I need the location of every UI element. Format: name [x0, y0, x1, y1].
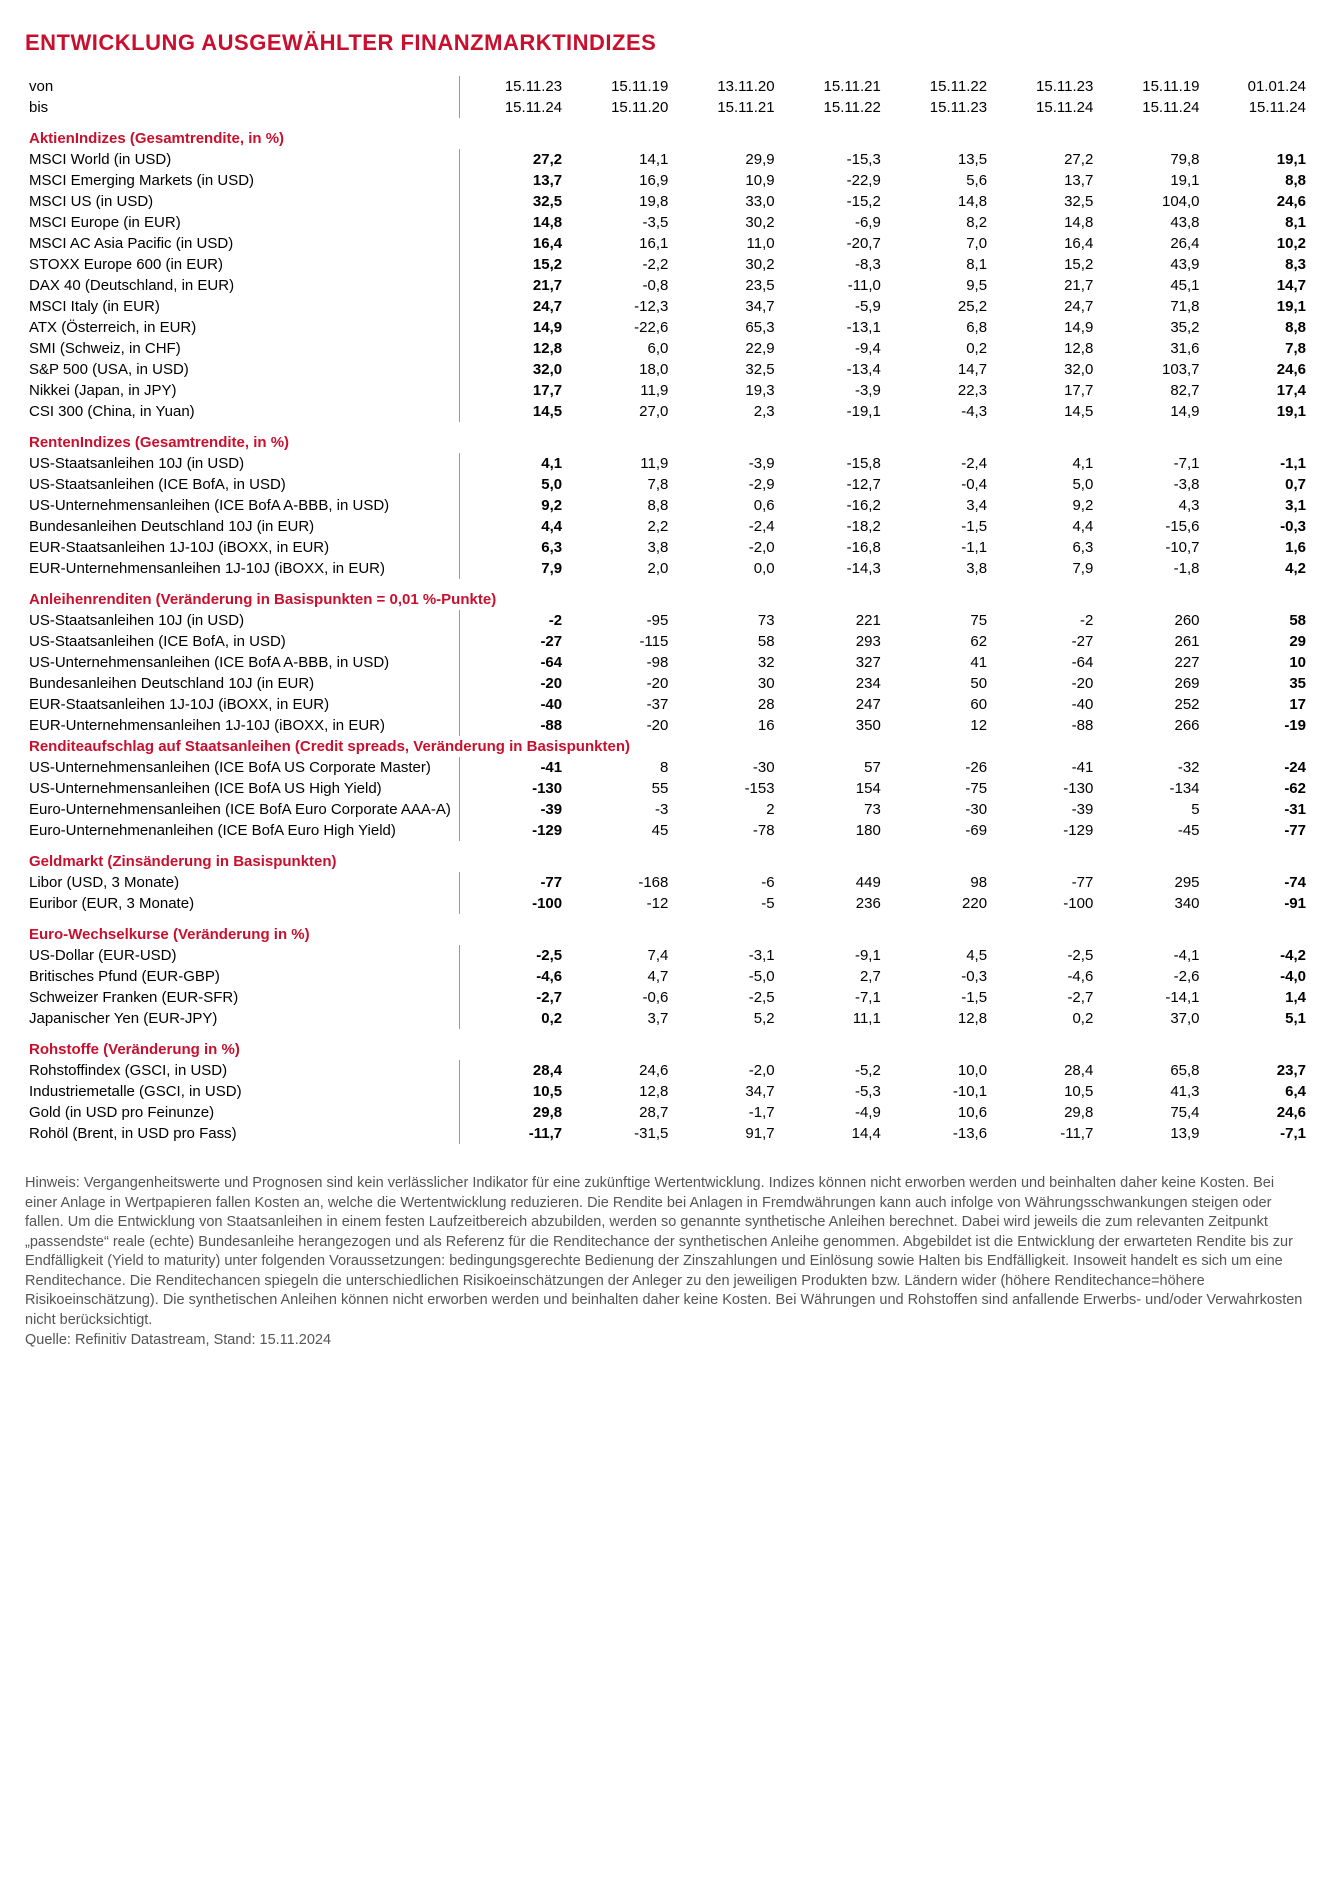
table-row: MSCI World (in USD)27,214,129,9-15,313,5…	[25, 149, 1310, 170]
table-row: STOXX Europe 600 (in EUR)15,2-2,230,2-8,…	[25, 254, 1310, 275]
footnote-block: Hinweis: Vergangenheitswerte und Prognos…	[25, 1174, 1310, 1350]
table-row: US-Staatsanleihen (ICE BofA, in USD)5,07…	[25, 474, 1310, 495]
table-row: EUR-Unternehmensanleihen 1J-10J (iBOXX, …	[25, 558, 1310, 579]
table-row: CSI 300 (China, in Yuan)14,527,02,3-19,1…	[25, 401, 1310, 422]
finance-table: von15.11.2315.11.1913.11.2015.11.2115.11…	[25, 76, 1310, 1144]
table-row: Euro-Unternehmensanleihen (ICE BofA Euro…	[25, 799, 1310, 820]
table-row: Industriemetalle (GSCI, in USD)10,512,83…	[25, 1081, 1310, 1102]
section-header: Rohstoffe (Veränderung in %)	[25, 1029, 1310, 1060]
section-header: Euro-Wechselkurse (Veränderung in %)	[25, 914, 1310, 945]
section-header: RentenIndizes (Gesamtrendite, in %)	[25, 422, 1310, 453]
table-row: US-Dollar (EUR-USD)-2,57,4-3,1-9,14,5-2,…	[25, 945, 1310, 966]
source-text: Quelle: Refinitiv Datastream, Stand: 15.…	[25, 1332, 331, 1348]
table-row: US-Staatsanleihen 10J (in USD)4,111,9-3,…	[25, 453, 1310, 474]
section-header: AktienIndizes (Gesamtrendite, in %)	[25, 118, 1310, 149]
table-row: MSCI US (in USD)32,519,833,0-15,214,832,…	[25, 191, 1310, 212]
table-row: Libor (USD, 3 Monate)-77-168-644998-7729…	[25, 872, 1310, 893]
table-row: EUR-Staatsanleihen 1J-10J (iBOXX, in EUR…	[25, 694, 1310, 715]
table-row: Bundesanleihen Deutschland 10J (in EUR)-…	[25, 673, 1310, 694]
table-row: Britisches Pfund (EUR-GBP)-4,64,7-5,02,7…	[25, 966, 1310, 987]
table-row: EUR-Unternehmensanleihen 1J-10J (iBOXX, …	[25, 715, 1310, 736]
table-row: Gold (in USD pro Feinunze)29,828,7-1,7-4…	[25, 1102, 1310, 1123]
table-row: Bundesanleihen Deutschland 10J (in EUR)4…	[25, 516, 1310, 537]
table-row: Rohstoffindex (GSCI, in USD)28,424,6-2,0…	[25, 1060, 1310, 1081]
table-row: US-Unternehmensanleihen (ICE BofA US Cor…	[25, 757, 1310, 778]
table-row: MSCI AC Asia Pacific (in USD)16,416,111,…	[25, 233, 1310, 254]
table-row: Schweizer Franken (EUR-SFR)-2,7-0,6-2,5-…	[25, 987, 1310, 1008]
page-title: ENTWICKLUNG AUSGEWÄHLTER FINANZMARKTINDI…	[25, 30, 1310, 56]
table-row: MSCI Europe (in EUR)14,8-3,530,2-6,98,21…	[25, 212, 1310, 233]
table-row: Euro-Unternehmenanleihen (ICE BofA Euro …	[25, 820, 1310, 841]
table-row: DAX 40 (Deutschland, in EUR)21,7-0,823,5…	[25, 275, 1310, 296]
table-row: MSCI Emerging Markets (in USD)13,716,910…	[25, 170, 1310, 191]
section-header: Renditeaufschlag auf Staatsanleihen (Cre…	[25, 736, 1310, 757]
table-row: Japanischer Yen (EUR-JPY)0,23,75,211,112…	[25, 1008, 1310, 1029]
table-row: Euribor (EUR, 3 Monate)-100-12-5236220-1…	[25, 893, 1310, 914]
table-row: EUR-Staatsanleihen 1J-10J (iBOXX, in EUR…	[25, 537, 1310, 558]
section-header: Anleihenrenditen (Veränderung in Basispu…	[25, 579, 1310, 610]
table-row: US-Unternehmensanleihen (ICE BofA US Hig…	[25, 778, 1310, 799]
table-row: US-Unternehmensanleihen (ICE BofA A-BBB,…	[25, 652, 1310, 673]
footnote-text: Hinweis: Vergangenheitswerte und Prognos…	[25, 1175, 1302, 1328]
table-row: US-Staatsanleihen 10J (in USD)-2-9573221…	[25, 610, 1310, 631]
table-row: ATX (Österreich, in EUR)14,9-22,665,3-13…	[25, 317, 1310, 338]
table-row: S&P 500 (USA, in USD)32,018,032,5-13,414…	[25, 359, 1310, 380]
table-row: Rohöl (Brent, in USD pro Fass)-11,7-31,5…	[25, 1123, 1310, 1144]
table-row: US-Staatsanleihen (ICE BofA, in USD)-27-…	[25, 631, 1310, 652]
table-row: US-Unternehmensanleihen (ICE BofA A-BBB,…	[25, 495, 1310, 516]
section-header: Geldmarkt (Zinsänderung in Basispunkten)	[25, 841, 1310, 872]
table-row: SMI (Schweiz, in CHF)12,86,022,9-9,40,21…	[25, 338, 1310, 359]
table-row: MSCI Italy (in EUR)24,7-12,334,7-5,925,2…	[25, 296, 1310, 317]
table-row: Nikkei (Japan, in JPY)17,711,919,3-3,922…	[25, 380, 1310, 401]
